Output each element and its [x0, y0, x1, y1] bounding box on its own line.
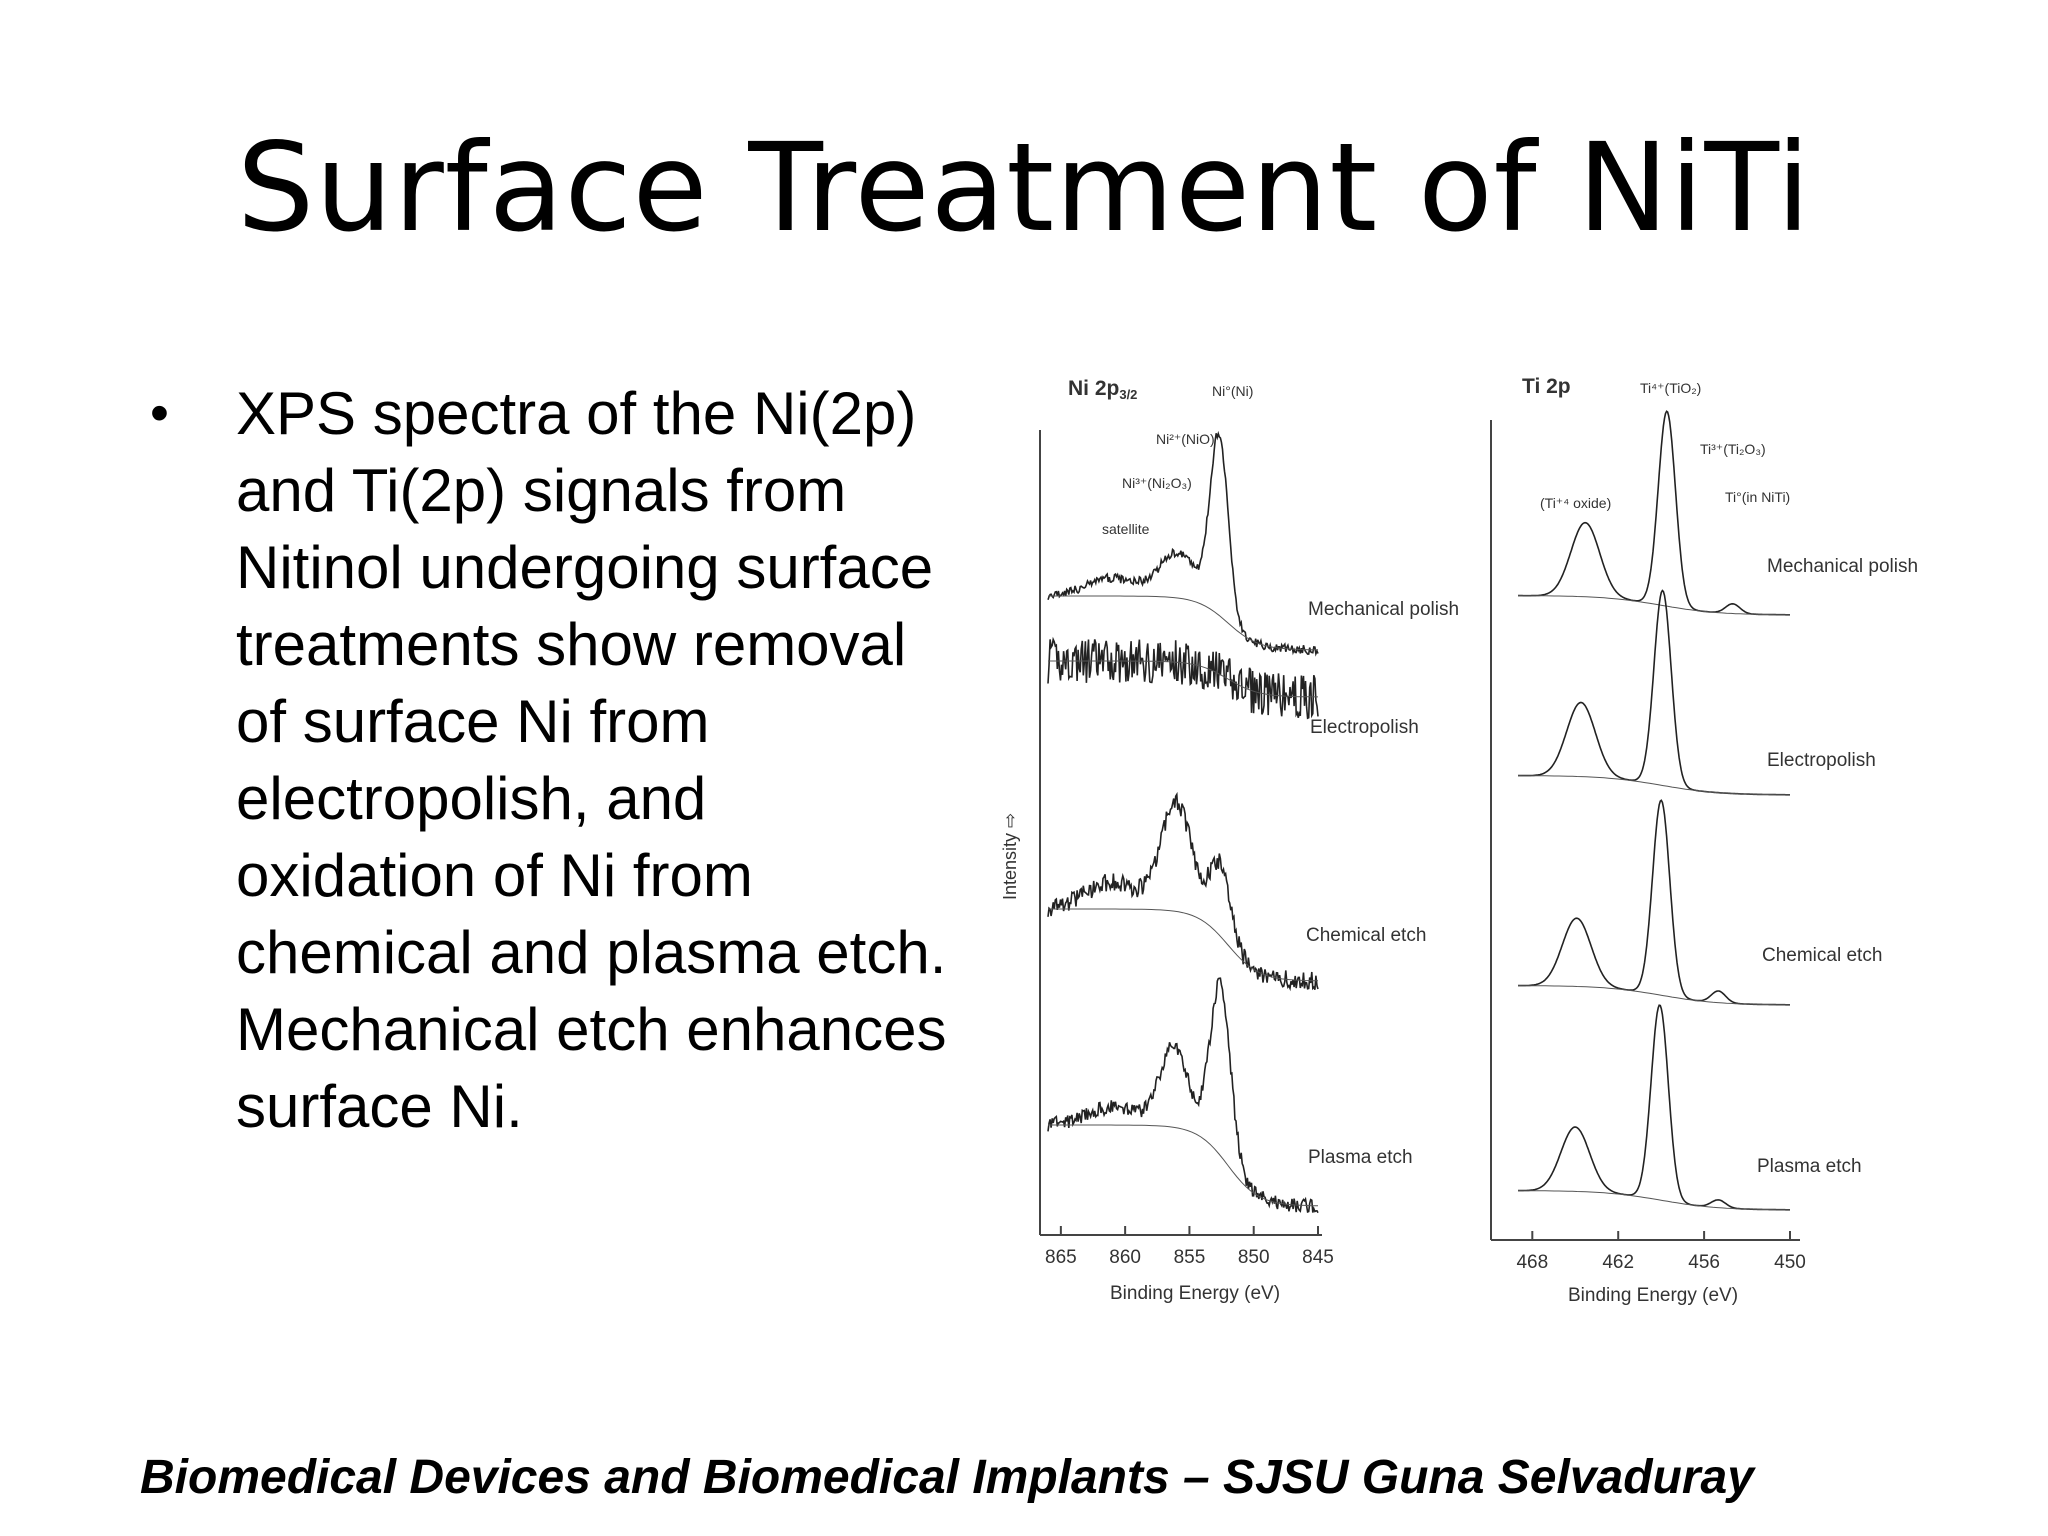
ni-series-label: Plasma etch: [1308, 1147, 1413, 1168]
ti-panel-label: Ti 2p: [1522, 375, 1571, 398]
x-tick-label: 850: [1238, 1247, 1270, 1268]
spectrum-line: [1047, 791, 1319, 992]
ti-panel: 468 462 456 450 Ti 2p Ti⁴⁺(TiO₂) Ti³⁺(Ti₂O₃…: [1490, 375, 1918, 1306]
ti-annotation: Ti°(in NiTi): [1725, 489, 1790, 505]
ni-annotation: Ni³⁺(Ni₂O₃): [1122, 475, 1192, 491]
ti-series-label: Plasma etch: [1757, 1156, 1862, 1177]
spectrum-line: [1518, 1004, 1790, 1211]
slide-title: Surface Treatment of NiTi: [236, 117, 1812, 259]
x-tick-label: 468: [1516, 1252, 1548, 1273]
ni-annotation: satellite: [1102, 521, 1150, 537]
ni-series-label: Chemical etch: [1306, 925, 1426, 946]
bullet-text: XPS spectra of the Ni(2p) and Ti(2p) sig…: [236, 380, 947, 1140]
ni-panel-label: Ni 2p3/2: [1068, 377, 1137, 402]
x-tick-label: 450: [1774, 1252, 1806, 1273]
spectrum-line: [1518, 589, 1790, 796]
ni-series-label: Mechanical polish: [1308, 599, 1459, 620]
x-tick-label: 865: [1045, 1247, 1077, 1268]
background-line: [1517, 595, 1791, 616]
ti-x-axis-label: Binding Energy (eV): [1568, 1285, 1738, 1306]
x-tick-label: 860: [1109, 1247, 1141, 1268]
background-line: [1517, 1190, 1791, 1211]
spectrum-line: [1047, 977, 1319, 1214]
x-tick-label: 456: [1688, 1252, 1720, 1273]
spectrum-line: [1518, 410, 1790, 616]
ti-annotation: (Ti⁺⁴ oxide): [1540, 495, 1611, 511]
slide-footer: Biomedical Devices and Biomedical Implan…: [140, 1451, 1754, 1504]
ti-series-label: Electropolish: [1767, 750, 1876, 771]
x-tick-label: 855: [1174, 1247, 1206, 1268]
ni-x-axis-label: Binding Energy (eV): [1110, 1283, 1280, 1304]
x-tick-label: 462: [1602, 1252, 1634, 1273]
bullet-dot: •: [150, 383, 169, 443]
x-tick-label: 845: [1302, 1247, 1334, 1268]
background-line: [1048, 1124, 1319, 1207]
ti-series-label: Chemical etch: [1762, 945, 1882, 966]
ni-y-axis-label: Intensity ⇨: [1000, 813, 1020, 900]
background-line: [1048, 595, 1318, 651]
ti-series-label: Mechanical polish: [1767, 556, 1918, 577]
spectrum-line: [1047, 636, 1319, 720]
ni-annotation: Ni²⁺(NiO): [1156, 431, 1215, 447]
background-line: [1517, 775, 1791, 796]
ti-annotation: Ti³⁺(Ti₂O₃): [1700, 441, 1766, 457]
ti-annotation: Ti⁴⁺(TiO₂): [1640, 380, 1701, 396]
background-line: [1048, 908, 1319, 982]
spectrum-line: [1518, 799, 1790, 1006]
spectrum-line: [1047, 430, 1319, 657]
background-line: [1517, 985, 1791, 1006]
background-line: [1048, 660, 1318, 698]
ni-annotation: Ni°(Ni): [1212, 383, 1253, 399]
ni-panel: 865 860 855 850 845 Ni 2p3/2 Ni°(Ni) Ni²⁺(Ni…: [1000, 377, 1459, 1304]
ni-series-label: Electropolish: [1310, 717, 1419, 738]
